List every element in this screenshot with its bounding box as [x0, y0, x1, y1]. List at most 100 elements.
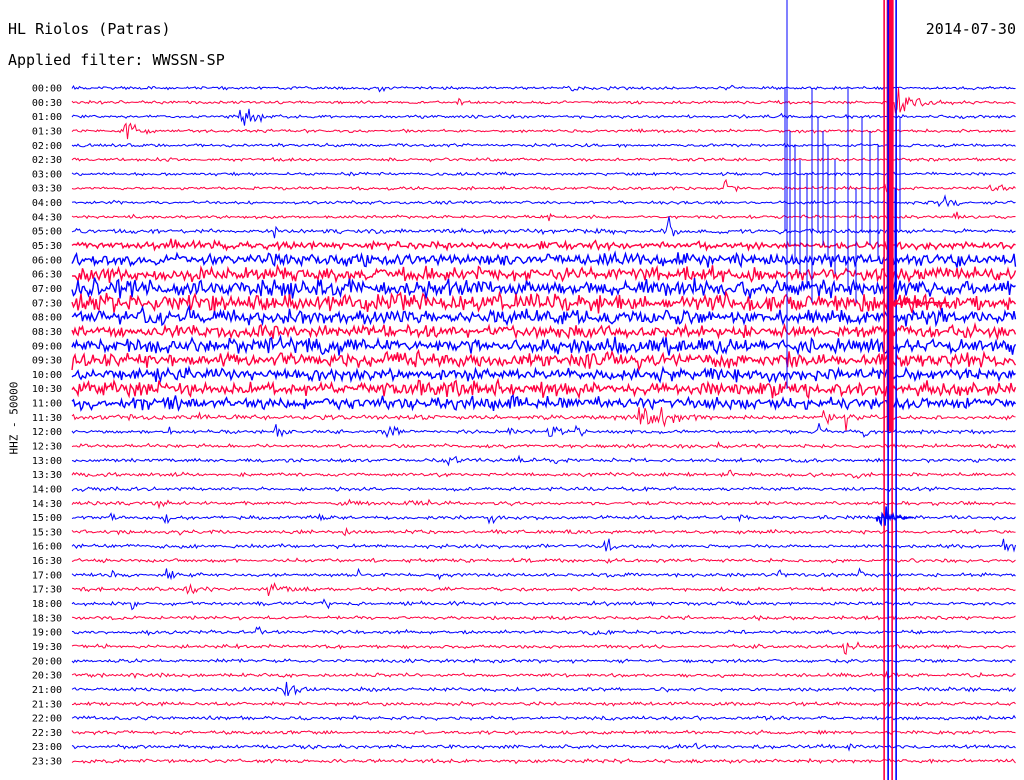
trace-row [71, 142, 1016, 148]
trace-row [71, 84, 1016, 93]
trace-row [71, 757, 1016, 765]
time-label: 21:00 [32, 685, 62, 696]
trace-row [71, 526, 1016, 537]
trace-row [71, 393, 1017, 412]
time-label: 16:30 [32, 556, 62, 567]
trace-row [71, 441, 1016, 450]
time-label: 06:00 [32, 255, 62, 266]
trace-row [71, 87, 1016, 114]
time-label: 07:30 [32, 298, 62, 309]
time-label: 22:30 [32, 728, 62, 739]
time-label: 14:00 [32, 484, 62, 495]
trace-row [71, 321, 1017, 341]
trace-row [71, 377, 1017, 400]
trace-row [71, 598, 1016, 611]
time-label: 05:30 [32, 241, 62, 252]
trace-row [71, 277, 1016, 299]
time-label: 19:00 [32, 628, 62, 639]
event-overlay [784, 0, 950, 780]
trace-row [71, 512, 1016, 525]
trace-row [71, 304, 1017, 328]
trace-row [71, 211, 1016, 222]
time-label: 02:30 [32, 155, 62, 166]
major-event-band [886, 0, 894, 432]
event-coda [889, 296, 950, 313]
time-label: 13:30 [32, 470, 62, 481]
trace-row [71, 334, 1017, 356]
filter-label: Applied filter: WWSSN-SP [8, 51, 225, 69]
time-label: 04:00 [32, 198, 62, 209]
time-label: 14:30 [32, 499, 62, 510]
time-label: 15:30 [32, 527, 62, 538]
trace-row [71, 216, 1016, 239]
trace-row [71, 742, 1016, 752]
time-label: 09:00 [32, 341, 62, 352]
trace-row [71, 714, 1016, 722]
time-label: 12:30 [32, 442, 62, 453]
time-label: 10:00 [32, 370, 62, 381]
chart-date: 2014-07-30 [925, 20, 1016, 38]
trace-row [71, 178, 1016, 193]
trace-row [71, 625, 1016, 637]
time-label: 11:00 [32, 399, 62, 410]
trace-row [71, 365, 1016, 384]
time-label: 22:00 [32, 714, 62, 725]
time-label: 12:00 [32, 427, 62, 438]
time-label: 13:00 [32, 456, 62, 467]
event-burst [875, 506, 914, 527]
time-label: 19:30 [32, 642, 62, 653]
trace-row [71, 700, 1016, 707]
trace-row [71, 557, 1016, 564]
trace-row [71, 658, 1016, 665]
time-label: 06:30 [32, 270, 62, 281]
time-label: 21:30 [32, 699, 62, 710]
time-label: 00:00 [32, 84, 62, 95]
trace-row [71, 263, 1017, 284]
time-label: 11:30 [32, 413, 62, 424]
trace-row [71, 108, 1016, 126]
time-label: 20:00 [32, 656, 62, 667]
trace-row [71, 567, 1016, 581]
trace-row [71, 498, 1016, 510]
time-labels: 00:00 00:30 01:00 01:30 02:00 02:30 03:00 03:30… [32, 84, 62, 768]
time-label: 07:00 [32, 284, 62, 295]
time-label: 23:00 [32, 742, 62, 753]
trace-row [71, 250, 1017, 269]
trace-row [71, 348, 1017, 372]
trace-row [71, 670, 1016, 681]
time-label: 18:30 [32, 613, 62, 624]
time-label: 23:30 [32, 757, 62, 768]
trace-row [71, 681, 1016, 697]
time-label: 03:00 [32, 169, 62, 180]
time-label: 17:00 [32, 570, 62, 581]
trace-row [71, 423, 1016, 439]
time-label: 00:30 [32, 98, 62, 109]
trace-row [71, 289, 1017, 314]
time-label: 01:30 [32, 126, 62, 137]
trace-row [71, 122, 1016, 140]
time-label: 03:30 [32, 184, 62, 195]
station-title: HL Riolos (Patras) [8, 20, 171, 38]
time-label: 05:00 [32, 227, 62, 238]
trace-row [71, 641, 1016, 655]
time-label: 08:00 [32, 313, 62, 324]
trace-row [71, 538, 1016, 553]
trace-row [71, 469, 1016, 480]
time-label: 16:00 [32, 542, 62, 553]
trace-row [71, 581, 1016, 597]
trace-row [71, 238, 1016, 252]
time-label: 02:00 [32, 141, 62, 152]
trace-row [71, 614, 1016, 622]
trace-row [71, 156, 1016, 163]
time-label: 04:30 [32, 212, 62, 223]
time-label: 08:30 [32, 327, 62, 338]
time-label: 20:30 [32, 671, 62, 682]
trace-row [71, 485, 1016, 492]
trace-row [71, 171, 1016, 177]
time-label: 09:30 [32, 356, 62, 367]
traces [71, 84, 1017, 765]
time-label: 01:00 [32, 112, 62, 123]
time-label: 18:00 [32, 599, 62, 610]
trace-row [71, 194, 1016, 208]
